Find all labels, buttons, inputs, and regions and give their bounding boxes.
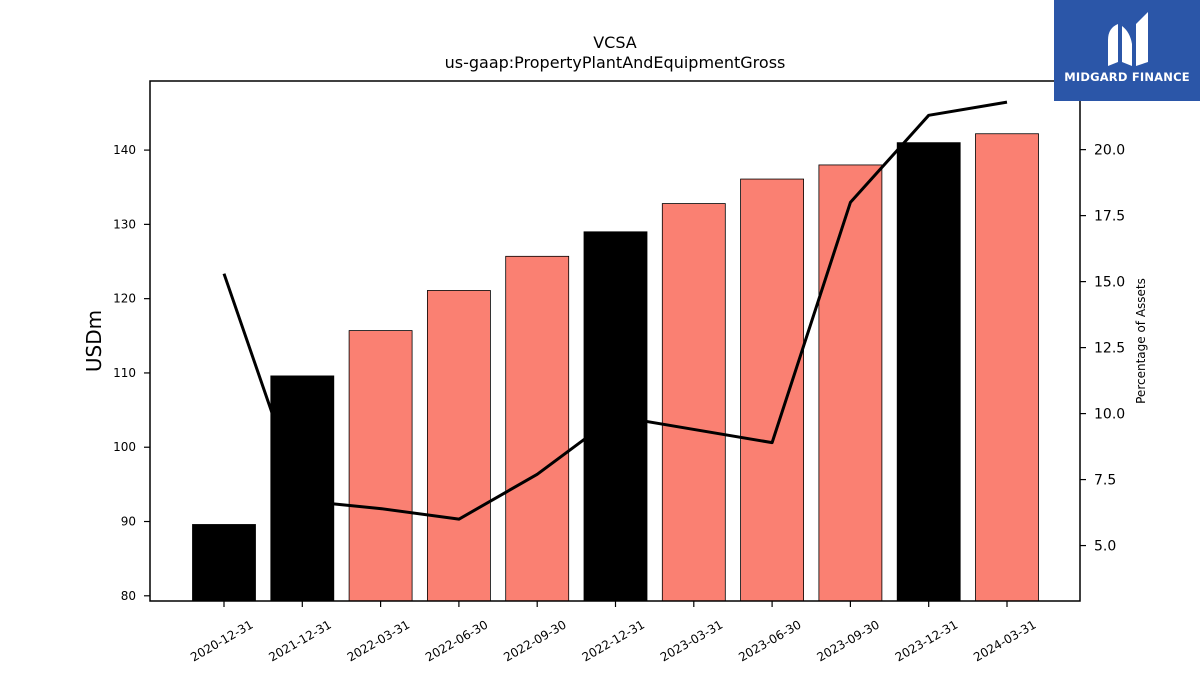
bar-2022-09-30 xyxy=(505,255,570,602)
bar-2022-06-30 xyxy=(426,290,491,602)
y2-tick-label: 5.0 xyxy=(1094,539,1116,555)
bar-2022-03-31 xyxy=(348,330,413,602)
logo-text: MIDGARD FINANCE xyxy=(1064,70,1190,84)
line-layer xyxy=(222,100,1008,521)
bars-group xyxy=(192,133,1039,602)
x-tick-label: 2023-12-31 xyxy=(893,617,960,664)
x-tick-label: 2022-03-31 xyxy=(345,617,412,664)
bar-2023-12-31 xyxy=(896,142,961,602)
x-tick-label: 2022-09-30 xyxy=(501,617,568,664)
y-tick-label: 80 xyxy=(121,589,136,603)
y-tick-label: 140 xyxy=(113,143,136,157)
midgard-logo-icon xyxy=(1108,12,1148,66)
bar-2021-12-31 xyxy=(270,375,335,602)
y-tick-label: 120 xyxy=(113,292,136,306)
y2-tick-label: 10.0 xyxy=(1094,407,1125,423)
y-axis-left: 80 90 100 110 120 130 140 xyxy=(113,143,150,603)
y2-tick-label: 15.0 xyxy=(1094,275,1125,291)
x-tick-label: 2023-09-30 xyxy=(814,617,881,664)
y2-tick-label: 20.0 xyxy=(1094,143,1125,159)
chart-title: VCSA xyxy=(593,33,637,52)
x-tick-label: 2021-12-31 xyxy=(266,617,333,664)
y-tick-label: 110 xyxy=(113,366,136,380)
y2-tick-label: 12.5 xyxy=(1094,341,1125,357)
percentage-line xyxy=(222,100,1008,521)
x-tick-label: 2022-06-30 xyxy=(423,617,490,664)
y-axis-right: 5.0 7.5 10.0 12.5 15.0 17.5 20.0 xyxy=(1080,143,1125,555)
y2-axis-label: Percentage of Assets xyxy=(1134,278,1148,404)
brand-logo: MIDGARD FINANCE xyxy=(1054,0,1200,101)
y2-tick-label: 17.5 xyxy=(1094,209,1125,225)
x-axis: 2020-12-31 2021-12-31 2022-03-31 2022-06-30… xyxy=(188,601,1039,664)
x-tick-label: 2022-12-31 xyxy=(580,617,647,664)
x-tick-label: 2023-03-31 xyxy=(658,617,725,664)
bar-2020-12-31 xyxy=(192,524,256,602)
y-tick-label: 100 xyxy=(113,440,136,454)
bar-2024-03-31 xyxy=(975,133,1039,602)
x-tick-label: 2023-06-30 xyxy=(736,617,803,664)
x-tick-label: 2024-03-31 xyxy=(971,617,1038,664)
bar-2023-03-31 xyxy=(661,203,726,602)
y2-tick-label: 7.5 xyxy=(1094,473,1116,489)
y-axis-label: USDm xyxy=(82,310,106,372)
chart-subtitle: us-gaap:PropertyPlantAndEquipmentGross xyxy=(445,53,786,72)
x-tick-label: 2020-12-31 xyxy=(188,617,255,664)
y-tick-label: 130 xyxy=(113,217,136,231)
bar-2023-06-30 xyxy=(740,178,804,602)
bar-2023-09-30 xyxy=(818,164,883,602)
y-tick-label: 90 xyxy=(121,515,136,529)
